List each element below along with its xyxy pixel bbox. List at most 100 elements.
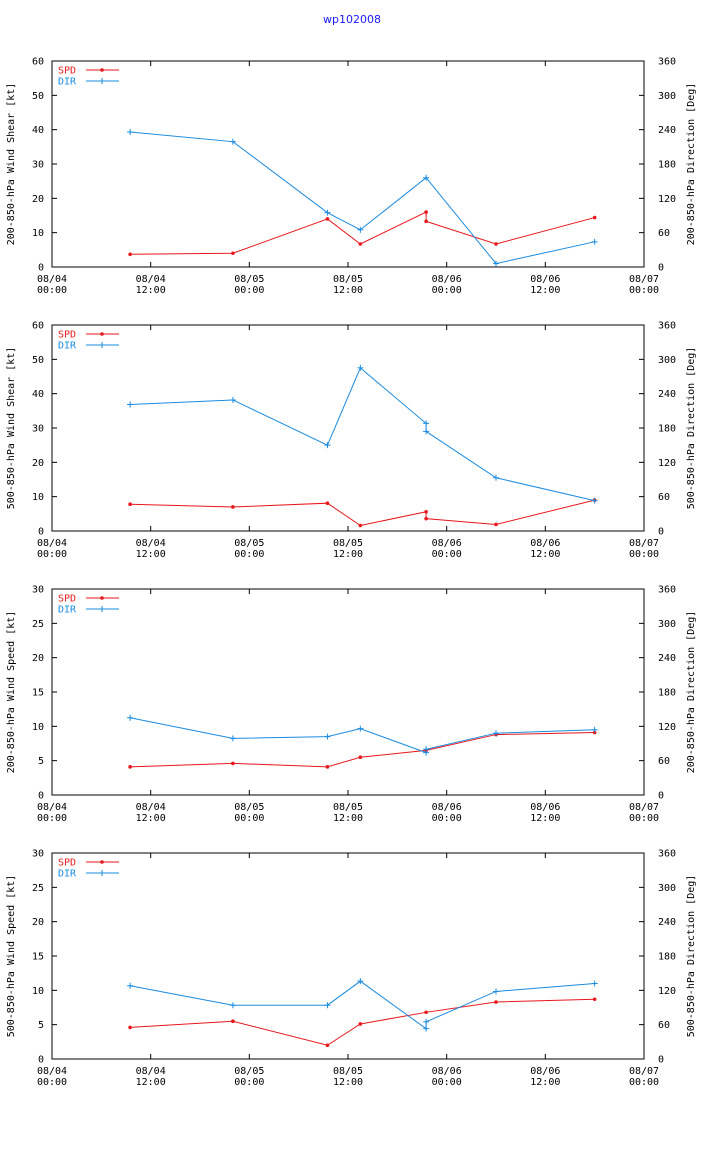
y-tick-label: 0 xyxy=(38,1055,44,1066)
y2-tick-label: 180 xyxy=(658,688,676,699)
y2-tick-label: 60 xyxy=(658,756,670,767)
y-tick-label: 5 xyxy=(38,756,44,767)
dir-point xyxy=(324,442,331,449)
x-tick-label-date: 08/06 xyxy=(530,274,560,285)
series-line-dir xyxy=(130,367,595,502)
y-tick-label: 30 xyxy=(32,424,44,435)
legend-marker-dir xyxy=(99,342,105,348)
x-tick-label-time: 12:00 xyxy=(530,813,560,824)
x-tick-label-date: 08/06 xyxy=(432,274,462,285)
x-tick-label-date: 08/04 xyxy=(136,1066,166,1077)
spd-point xyxy=(358,1022,363,1026)
series-line-dir xyxy=(130,131,595,265)
x-tick-label-date: 08/07 xyxy=(629,1066,659,1077)
y2-tick-label: 120 xyxy=(658,986,676,997)
x-tick-label-date: 08/04 xyxy=(37,1066,67,1077)
x-tick-label-time: 12:00 xyxy=(333,285,363,296)
x-tick-label-date: 08/04 xyxy=(136,802,166,813)
y2-tick-label: 120 xyxy=(658,194,676,205)
spd-point xyxy=(128,1025,132,1030)
x-tick-label-time: 12:00 xyxy=(333,813,363,824)
y2-tick-label: 240 xyxy=(658,653,676,664)
plot-frame xyxy=(51,588,645,796)
y-tick-label: 25 xyxy=(32,883,44,894)
x-tick-label-date: 08/06 xyxy=(432,802,462,813)
y2-tick-label: 0 xyxy=(658,1055,664,1066)
legend-marker-dir xyxy=(99,606,105,612)
legend-marker-spd xyxy=(100,596,104,600)
y2-tick-label: 60 xyxy=(658,228,670,239)
y-tick-label: 40 xyxy=(32,389,44,400)
dir-point xyxy=(493,474,499,481)
dir-point xyxy=(229,1002,236,1009)
dir-point xyxy=(324,1002,331,1009)
y-tick-label: 50 xyxy=(32,355,44,366)
spd-point xyxy=(494,522,498,527)
y-tick-label: 20 xyxy=(32,194,44,205)
spd-point xyxy=(231,761,235,766)
series-line-spd xyxy=(130,998,595,1046)
spd-point xyxy=(325,217,330,221)
dir-point xyxy=(357,226,364,233)
dir-point xyxy=(229,735,236,742)
x-tick-label-time: 12:00 xyxy=(136,1077,166,1088)
dir-point xyxy=(229,138,236,145)
x-tick-label-date: 08/05 xyxy=(234,1066,264,1077)
y2-axis-label: 500-850-hPa Direction [Deg] xyxy=(686,875,697,1038)
dir-point xyxy=(423,1018,430,1025)
dir-point xyxy=(127,982,134,989)
y2-tick-label: 180 xyxy=(658,952,676,963)
spd-point xyxy=(358,755,363,760)
x-tick-label-time: 00:00 xyxy=(629,813,659,824)
y-tick-label: 60 xyxy=(32,321,44,332)
x-tick-label-time: 00:00 xyxy=(234,813,264,824)
dir-point xyxy=(324,733,331,740)
y2-tick-label: 180 xyxy=(658,160,676,171)
plot-frame xyxy=(51,324,645,532)
series-line-spd xyxy=(130,499,595,527)
dir-point xyxy=(591,980,598,987)
x-tick-label-time: 12:00 xyxy=(136,549,166,560)
dir-point xyxy=(493,730,499,737)
x-tick-label-date: 08/07 xyxy=(629,274,659,285)
y2-tick-label: 360 xyxy=(658,849,676,860)
legend-marker-spd xyxy=(100,68,104,72)
y2-tick-label: 360 xyxy=(658,585,676,596)
spd-point xyxy=(358,242,363,246)
y-tick-label: 5 xyxy=(38,1020,44,1031)
spd-point xyxy=(128,502,132,507)
spd-point xyxy=(424,210,428,214)
dir-point xyxy=(357,725,364,732)
y-tick-label: 20 xyxy=(32,653,44,664)
y-tick-label: 10 xyxy=(32,722,44,733)
y-tick-label: 15 xyxy=(32,688,44,699)
x-tick-label-date: 08/06 xyxy=(530,1066,560,1077)
spd-point xyxy=(424,219,428,224)
legend-label-spd: SPD xyxy=(58,858,76,869)
spd-point xyxy=(424,509,428,514)
x-tick-label-time: 12:00 xyxy=(530,285,560,296)
legend-label-dir: DIR xyxy=(58,341,77,352)
dir-point xyxy=(423,420,430,427)
spd-point xyxy=(494,242,498,246)
spd-point xyxy=(358,523,363,528)
dir-point xyxy=(324,209,331,216)
x-tick-label-date: 08/07 xyxy=(629,538,659,549)
y-axis-label: 200-850-hPa Wind Speed [kt] xyxy=(6,611,17,774)
legend-label-spd: SPD xyxy=(58,594,76,605)
dir-point xyxy=(423,174,430,181)
y-tick-label: 30 xyxy=(32,585,44,596)
x-tick-label-date: 08/05 xyxy=(333,274,363,285)
dir-point xyxy=(591,238,598,245)
dir-point xyxy=(493,260,499,267)
y2-tick-label: 60 xyxy=(658,492,670,503)
y-tick-label: 10 xyxy=(32,228,44,239)
plot-frame xyxy=(51,852,645,1060)
y2-tick-label: 0 xyxy=(658,791,664,802)
x-tick-label-date: 08/06 xyxy=(530,538,560,549)
legend-marker-dir xyxy=(99,870,105,876)
dir-point xyxy=(493,988,499,995)
spd-point xyxy=(128,252,132,257)
y2-tick-label: 120 xyxy=(658,458,676,469)
